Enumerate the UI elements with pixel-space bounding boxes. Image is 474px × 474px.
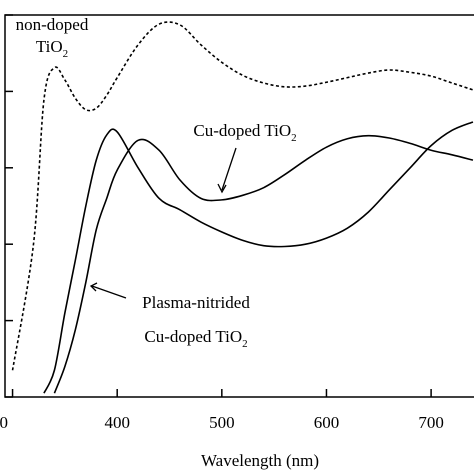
data-line [11, 21, 474, 371]
arrow-head [217, 183, 227, 194]
x-axis-label: Wavelength (nm) [201, 451, 319, 470]
arrow [91, 285, 127, 299]
x-tick-label: 400 [104, 413, 130, 432]
arrow [221, 147, 237, 191]
annotation: Cu-doped TiO2 [193, 121, 296, 144]
x-tick-label: 700 [418, 413, 444, 432]
x-tick-label: 500 [209, 413, 235, 432]
annotation: TiO2 [36, 37, 68, 60]
data-line [43, 121, 474, 394]
plot-frame [4, 14, 474, 398]
annotation: non-doped [16, 15, 89, 34]
annotation: Cu-doped TiO2 [144, 327, 247, 350]
annotation: Plasma-nitrided [142, 293, 250, 312]
x-tick-label: 600 [314, 413, 340, 432]
arrow-head [89, 282, 98, 292]
x-tick-label: 0 [0, 413, 8, 432]
data-line [53, 134, 474, 394]
